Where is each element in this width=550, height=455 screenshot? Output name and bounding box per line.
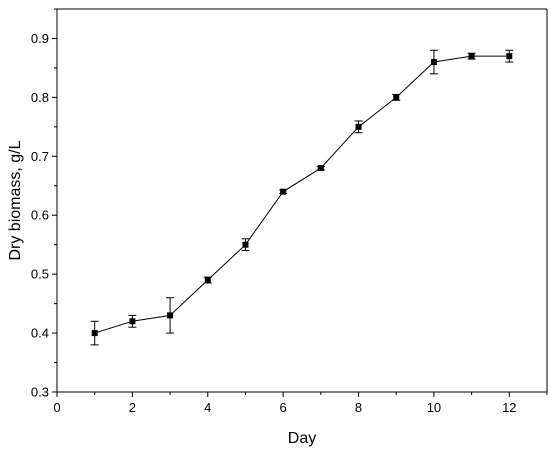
- data-point: [506, 53, 513, 60]
- data-point: [91, 330, 98, 337]
- x-tick-label: 4: [204, 400, 211, 415]
- data-point: [317, 165, 324, 172]
- x-tick-label: 6: [280, 400, 287, 415]
- axes: [56, 8, 548, 393]
- y-tick-label: 0.3: [31, 385, 49, 400]
- y-tick-label: 0.8: [31, 90, 49, 105]
- data-point: [280, 188, 287, 195]
- x-tick-label: 10: [427, 400, 441, 415]
- data-point: [129, 318, 136, 325]
- y-tick-label: 0.4: [31, 326, 49, 341]
- data-point: [430, 59, 437, 66]
- x-tick-label: 8: [355, 400, 362, 415]
- x-axis-title: Day: [288, 430, 316, 447]
- series-lines: [94, 55, 510, 334]
- data-markers: [91, 53, 513, 337]
- data-point: [355, 123, 362, 130]
- x-tick-label: 2: [129, 400, 136, 415]
- y-tick-label: 0.7: [31, 149, 49, 164]
- series-line: [94, 55, 510, 334]
- ticks: 0 2 4 6 8 10 12 0.3 0.4 0.5 0.6 0.7 0.8 0.9: [31, 8, 548, 415]
- y-tick-label: 0.9: [31, 31, 49, 46]
- data-point: [393, 94, 400, 101]
- data-point: [167, 312, 174, 319]
- data-point: [242, 241, 249, 248]
- y-tick-label: 0.6: [31, 208, 49, 223]
- y-axis-title: Dry biomass, g/L: [7, 140, 24, 260]
- x-tick-label: 0: [53, 400, 60, 415]
- y-tick-label: 0.5: [31, 267, 49, 282]
- data-point: [468, 53, 475, 60]
- x-tick-label: 12: [502, 400, 516, 415]
- data-point: [204, 277, 211, 284]
- error-bars: [90, 49, 514, 346]
